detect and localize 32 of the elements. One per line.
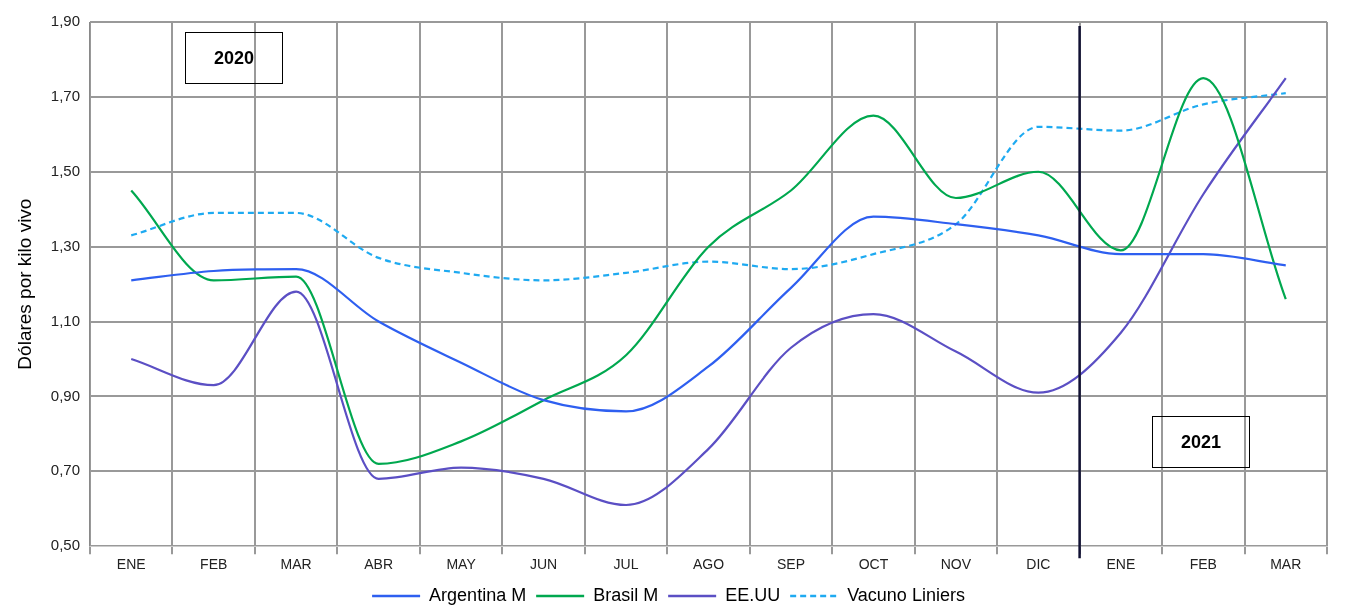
legend-label: Brasil M — [593, 584, 659, 605]
y-tick-label: 0,70 — [50, 461, 80, 479]
annotation: 2020 — [184, 32, 283, 84]
line-series — [130, 215, 1287, 413]
y-tick-label: 1,10 — [50, 311, 80, 329]
x-tick-label: OCT — [858, 556, 889, 573]
line-series — [130, 92, 1287, 282]
x-tick-label: FEB — [1189, 556, 1217, 573]
y-tick-label: 0,50 — [50, 536, 80, 554]
x-tick-label: JUN — [529, 556, 558, 573]
x-tick-label: JUL — [613, 556, 639, 573]
y-tick-label: 1,50 — [50, 161, 80, 179]
y-tick-label: 1,70 — [50, 87, 80, 105]
x-tick-label: DIC — [1026, 556, 1051, 573]
x-tick-label: MAR — [1270, 556, 1302, 573]
x-tick-label: MAR — [280, 556, 312, 573]
y-tick-label: 1,30 — [50, 236, 80, 254]
x-tick-label: ABR — [364, 556, 394, 573]
x-tick-label: NOV — [940, 556, 972, 573]
x-tick-label: FEB — [200, 556, 228, 573]
x-tick-label: AGO — [692, 556, 725, 573]
x-tick-label: SEP — [776, 556, 805, 573]
legend-label: Vacuno Liniers — [847, 584, 965, 605]
legend-label: Argentina M — [429, 584, 527, 605]
y-tick-label: 0,90 — [50, 386, 80, 404]
y-axis-title: Dólares por kilo vivo — [13, 198, 35, 370]
x-tick-label: ENE — [1106, 556, 1136, 573]
x-tick-label: MAY — [446, 556, 477, 573]
y-tick-label: 1,90 — [50, 12, 80, 30]
x-tick-label: ENE — [116, 556, 146, 573]
annotation: 2021 — [1152, 416, 1250, 469]
legend-label: EE.UU — [725, 584, 781, 605]
